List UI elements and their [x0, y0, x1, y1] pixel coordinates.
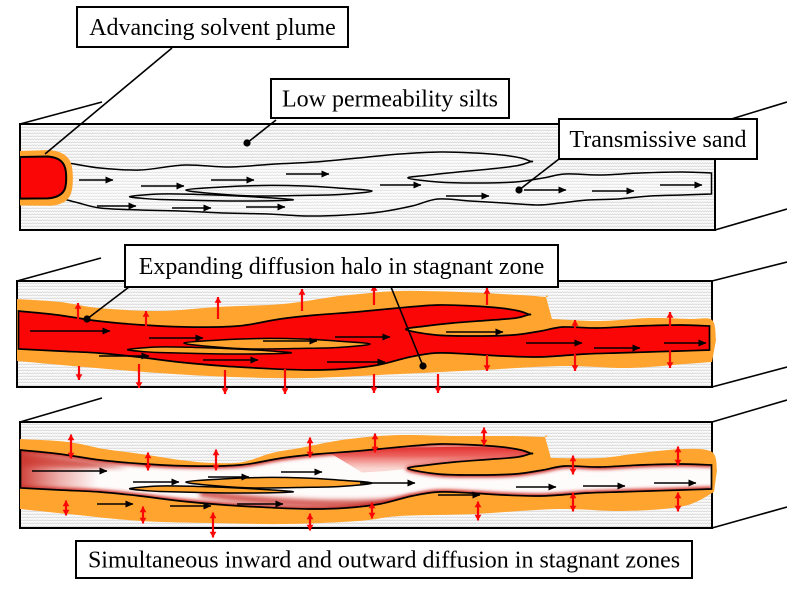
svg-text:Transmissive sand: Transmissive sand: [569, 127, 746, 153]
svg-text:Expanding diffusion halo in st: Expanding diffusion halo in stagnant zon…: [139, 254, 544, 280]
svg-text:Advancing solvent plume: Advancing solvent plume: [89, 15, 336, 41]
svg-text:Low permeability silts: Low permeability silts: [282, 86, 498, 112]
svg-text:Simultaneous inward and outwar: Simultaneous inward and outward diffusio…: [88, 547, 680, 573]
